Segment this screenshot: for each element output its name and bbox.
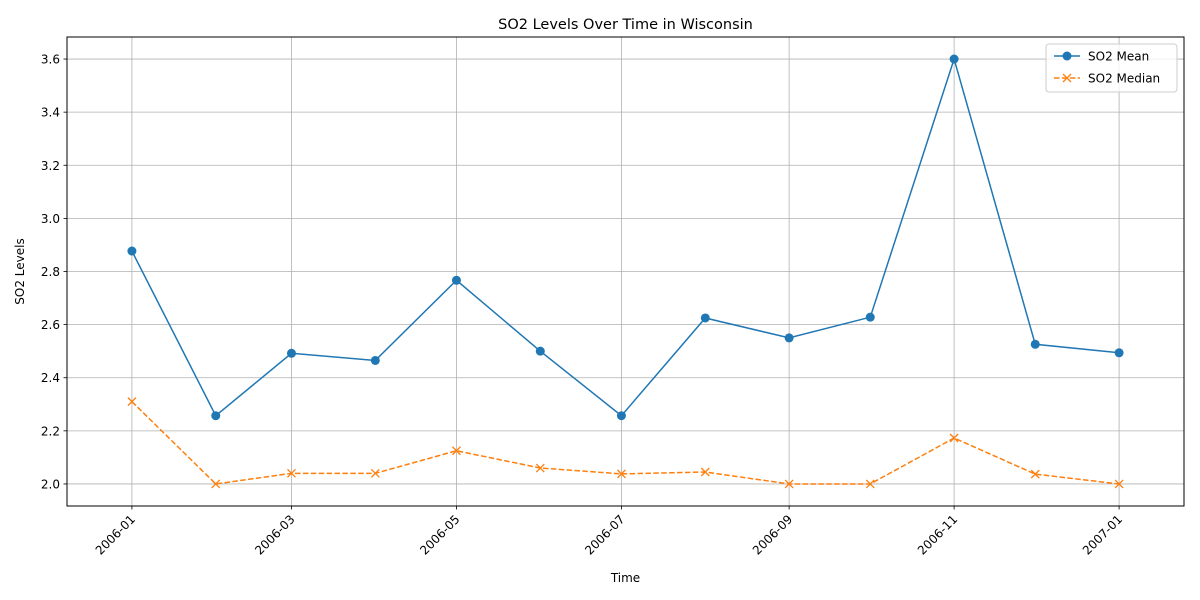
legend-marker: [1062, 73, 1072, 83]
data-point: [616, 411, 626, 421]
y-axis-title: SO2 Levels: [13, 238, 27, 304]
data-point: [370, 468, 380, 478]
data-point: [451, 275, 461, 285]
data-point: [370, 355, 380, 365]
data-point: [784, 479, 794, 489]
data-point: [452, 446, 461, 456]
y-tick-label: 2.6: [41, 318, 60, 332]
data-point: [865, 312, 875, 322]
data-point: [287, 468, 296, 478]
data-point: [616, 469, 626, 479]
y-tick-label: 3.6: [41, 53, 60, 67]
data-point: [949, 433, 959, 443]
x-axis-title: Time: [610, 571, 640, 585]
series-layer: [127, 54, 1124, 489]
y-tick-label: 2.0: [41, 477, 60, 491]
data-point: [127, 397, 137, 407]
data-point: [700, 467, 710, 477]
legend-label: SO2 Median: [1088, 72, 1160, 86]
y-axis: 2.0 2.2 2.4 2.6 2.8 3.0 3.2 3.4 3.6: [41, 53, 67, 491]
y-tick-label: 2.4: [41, 371, 60, 385]
y-tick-label: 2.2: [41, 424, 60, 438]
data-point: [127, 246, 137, 256]
data-point: [1114, 348, 1124, 358]
legend: SO2 Mean SO2 Median: [1045, 43, 1178, 93]
data-point: [949, 54, 959, 64]
legend-entry: SO2 Mean: [1054, 50, 1149, 64]
y-tick-label: 3.2: [41, 159, 60, 173]
data-point: [1114, 479, 1124, 489]
chart-title: SO2 Levels Over Time in Wisconsin: [498, 17, 753, 33]
y-tick-label: 2.8: [41, 265, 60, 279]
data-point: [784, 333, 794, 343]
y-tick-label: 3.4: [41, 106, 60, 120]
series-0: [127, 54, 1124, 421]
data-point: [1030, 469, 1040, 479]
legend-entry: SO2 Median: [1054, 72, 1160, 86]
data-point: [700, 313, 710, 323]
data-point: [535, 346, 545, 356]
data-point: [211, 479, 221, 489]
data-point: [1030, 339, 1040, 349]
data-point: [286, 348, 296, 358]
data-point: [211, 411, 221, 421]
series-1: [127, 397, 1124, 489]
data-point: [535, 463, 545, 473]
grid-lines: [67, 37, 1184, 506]
legend-label: SO2 Mean: [1088, 50, 1149, 64]
data-point: [865, 479, 875, 489]
legend-marker: [1062, 51, 1072, 61]
y-tick-label: 3.0: [41, 212, 60, 226]
